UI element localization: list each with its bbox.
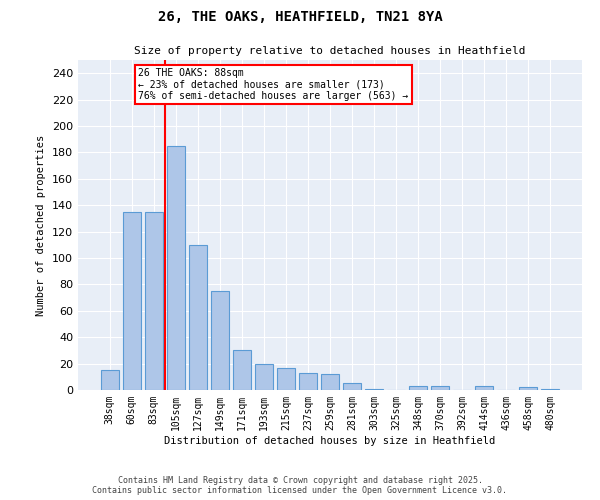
Bar (431, 386, 449, 390)
Bar (123, 212, 140, 390)
Bar (101, 370, 119, 390)
Bar (299, 373, 317, 390)
Bar (520, 388, 537, 390)
Text: Contains HM Land Registry data © Crown copyright and database right 2025.
Contai: Contains HM Land Registry data © Crown c… (92, 476, 508, 495)
Bar (277, 368, 295, 390)
Bar (321, 374, 339, 390)
Bar (343, 384, 361, 390)
Bar (145, 212, 163, 390)
X-axis label: Distribution of detached houses by size in Heathfield: Distribution of detached houses by size … (164, 436, 496, 446)
Bar (167, 146, 185, 390)
Bar (233, 350, 251, 390)
Title: Size of property relative to detached houses in Heathfield: Size of property relative to detached ho… (134, 46, 526, 56)
Bar (211, 291, 229, 390)
Bar (409, 386, 427, 390)
Y-axis label: Number of detached properties: Number of detached properties (37, 134, 46, 316)
Text: 26 THE OAKS: 88sqm
← 23% of detached houses are smaller (173)
76% of semi-detach: 26 THE OAKS: 88sqm ← 23% of detached hou… (139, 68, 409, 101)
Bar (475, 386, 493, 390)
Bar (189, 245, 206, 390)
Text: 26, THE OAKS, HEATHFIELD, TN21 8YA: 26, THE OAKS, HEATHFIELD, TN21 8YA (158, 10, 442, 24)
Bar (255, 364, 273, 390)
Bar (365, 388, 383, 390)
Bar (541, 388, 559, 390)
